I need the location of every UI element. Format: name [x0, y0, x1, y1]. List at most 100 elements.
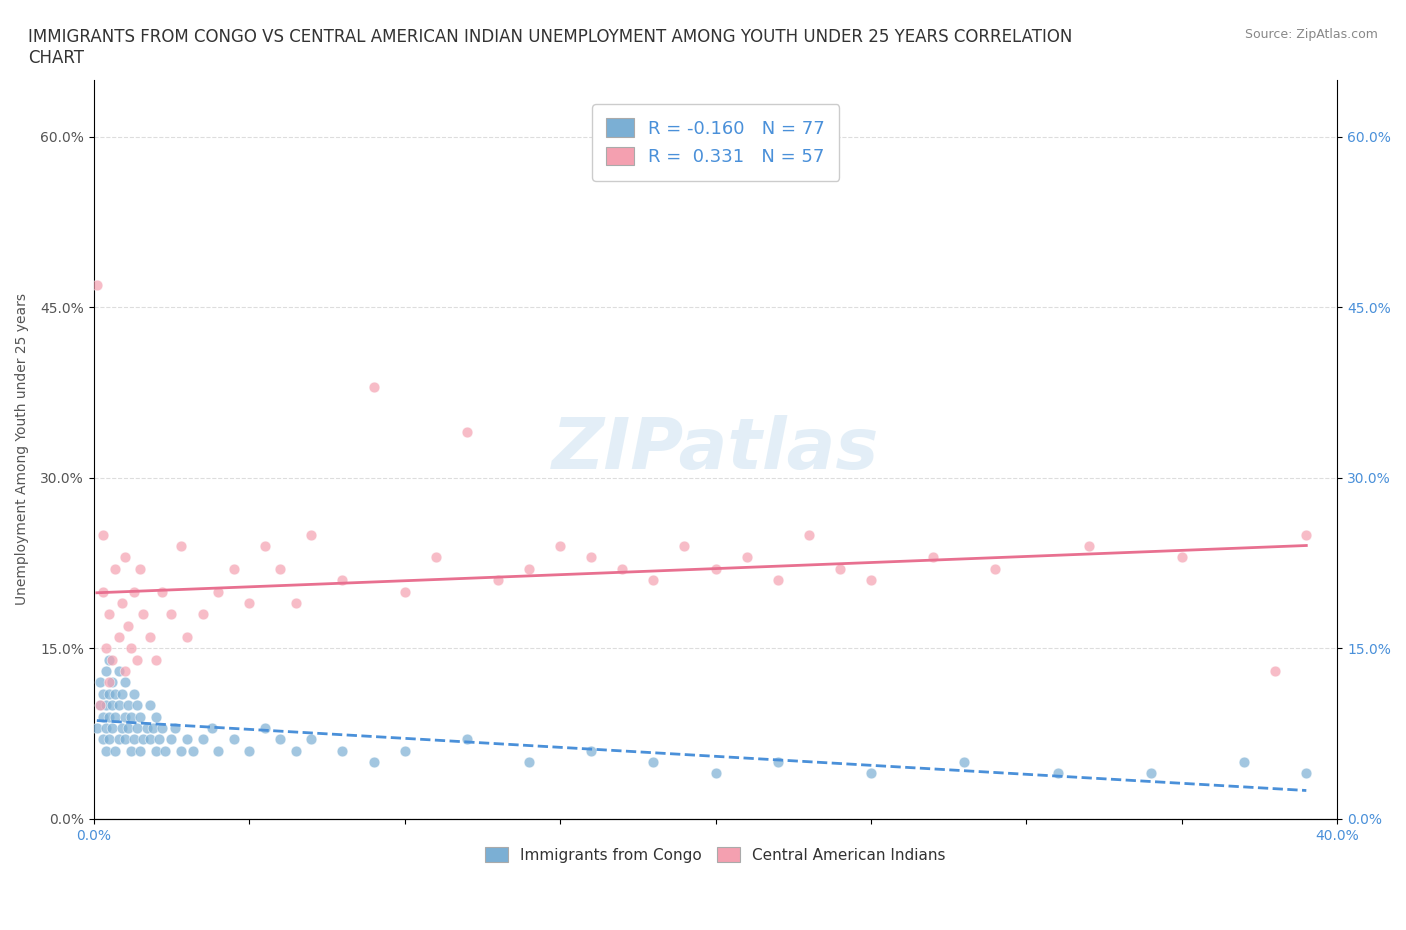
Point [766, 754, 789, 769]
Point [89, 675, 111, 690]
Point [101, 675, 124, 690]
Point [86, 277, 108, 292]
Point [120, 709, 142, 724]
Point [176, 630, 198, 644]
Point [114, 709, 136, 724]
Point [222, 732, 245, 747]
Point [86, 721, 108, 736]
Point [107, 664, 129, 679]
Point [673, 538, 696, 553]
Point [160, 732, 183, 747]
Point [135, 721, 157, 736]
Point [104, 743, 127, 758]
Point [114, 550, 136, 565]
Point [94, 641, 117, 656]
Point [150, 584, 173, 599]
Point [612, 562, 634, 577]
Point [91, 584, 114, 599]
Point [222, 562, 245, 577]
Point [94, 664, 117, 679]
Point [517, 754, 540, 769]
Point [98, 732, 121, 747]
Point [104, 709, 127, 724]
Point [643, 754, 665, 769]
Point [98, 709, 121, 724]
Point [142, 721, 165, 736]
Point [201, 721, 224, 736]
Point [735, 550, 758, 565]
Point [107, 732, 129, 747]
Point [456, 732, 478, 747]
Point [94, 698, 117, 712]
Point [107, 698, 129, 712]
Point [91, 686, 114, 701]
Point [120, 743, 142, 758]
Point [704, 766, 727, 781]
Point [101, 698, 124, 712]
Point [425, 550, 447, 565]
Point [114, 675, 136, 690]
Y-axis label: Unemployment Among Youth under 25 years: Unemployment Among Youth under 25 years [15, 294, 30, 605]
Point [132, 607, 155, 622]
Point [120, 641, 142, 656]
Point [363, 379, 385, 394]
Point [332, 743, 354, 758]
Point [922, 550, 945, 565]
Point [284, 743, 307, 758]
Point [238, 743, 260, 758]
Point [860, 766, 883, 781]
Point [98, 607, 121, 622]
Point [98, 652, 121, 667]
Point [145, 709, 167, 724]
Point [129, 709, 152, 724]
Point [253, 538, 276, 553]
Point [150, 721, 173, 736]
Point [1295, 527, 1317, 542]
Point [797, 527, 820, 542]
Point [91, 527, 114, 542]
Point [98, 686, 121, 701]
Point [127, 652, 149, 667]
Point [111, 686, 134, 701]
Point [284, 595, 307, 610]
Text: IMMIGRANTS FROM CONGO VS CENTRAL AMERICAN INDIAN UNEMPLOYMENT AMONG YOUTH UNDER : IMMIGRANTS FROM CONGO VS CENTRAL AMERICA… [28, 28, 1073, 67]
Point [269, 732, 291, 747]
Point [145, 743, 167, 758]
Point [984, 562, 1007, 577]
Point [860, 573, 883, 588]
Point [117, 618, 139, 633]
Point [101, 652, 124, 667]
Point [1077, 538, 1099, 553]
Point [1295, 766, 1317, 781]
Point [155, 743, 177, 758]
Point [253, 721, 276, 736]
Point [1233, 754, 1256, 769]
Point [138, 630, 160, 644]
Point [114, 664, 136, 679]
Point [132, 732, 155, 747]
Point [148, 732, 170, 747]
Point [94, 721, 117, 736]
Point [127, 698, 149, 712]
Point [145, 652, 167, 667]
Point [1171, 550, 1194, 565]
Point [160, 607, 183, 622]
Point [394, 743, 416, 758]
Point [269, 562, 291, 577]
Point [127, 721, 149, 736]
Point [828, 562, 851, 577]
Point [122, 732, 145, 747]
Point [332, 573, 354, 588]
Point [207, 584, 229, 599]
Point [1140, 766, 1163, 781]
Point [176, 732, 198, 747]
Point [129, 562, 152, 577]
Point [299, 527, 322, 542]
Point [456, 425, 478, 440]
Point [394, 584, 416, 599]
Point [117, 698, 139, 712]
Point [1264, 664, 1286, 679]
Point [643, 573, 665, 588]
Point [104, 686, 127, 701]
Point [704, 562, 727, 577]
